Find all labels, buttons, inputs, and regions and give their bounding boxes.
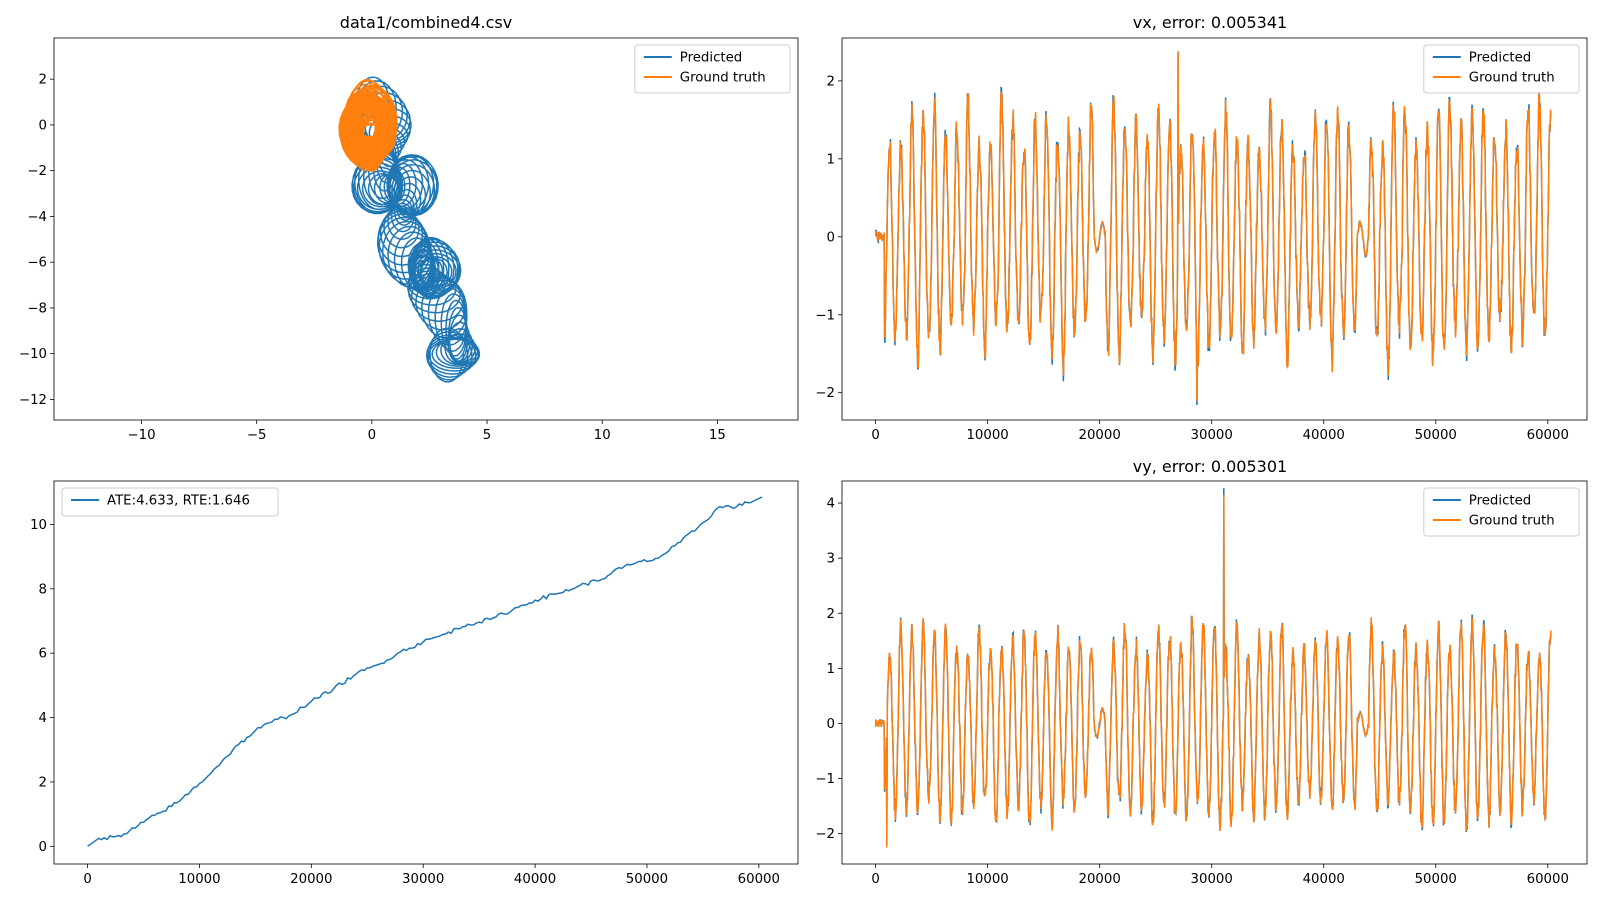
trajectory-axes-frame: [53, 37, 799, 421]
ate-line: [87, 496, 763, 847]
vx-legend: Predicted Ground truth: [1423, 44, 1580, 94]
vy-xtick-label: 20000: [1079, 872, 1121, 887]
trajectory-legend-label: Ground truth: [680, 71, 766, 86]
trajectory-xtick-label: 10: [594, 428, 611, 443]
ate-xtick-label: 10000: [178, 872, 220, 887]
ate-ytick-label: 2: [39, 775, 47, 790]
vy-ticks: 0 10000 20000 30000 40000 50000 60000 4 3 2 1 0 −1 −2: [815, 497, 1569, 887]
trajectory-xtick-label: 5: [483, 428, 491, 443]
vy-ytick-label: 2: [827, 607, 835, 622]
trajectory-ytick-label: −10: [19, 347, 47, 362]
ate-ytick-label: 0: [39, 840, 47, 855]
ate-xtick-label: 30000: [402, 872, 444, 887]
trajectory-ytick-label: −8: [27, 301, 47, 316]
vx-axes-frame: [841, 37, 1588, 421]
trajectory-title: data1/combined4.csv: [340, 13, 512, 32]
vy-legend-label: Ground truth: [1469, 514, 1555, 529]
vx-xtick-label: 30000: [1191, 428, 1233, 443]
ate-xtick-label: 50000: [626, 872, 668, 887]
vy-legend: Predicted Ground truth: [1423, 487, 1580, 537]
ate-legend-frame: [61, 487, 279, 517]
ground-truth-trajectory-line: [338, 78, 398, 172]
vx-plot: vx, error: 0.005341 0 10000 20000 30000 4000…: [815, 13, 1588, 443]
ate-xtick-label: 40000: [514, 872, 556, 887]
vx-legend-frame: [1423, 44, 1580, 94]
vy-ytick-label: 3: [827, 552, 835, 567]
trajectory-ytick-label: 2: [39, 73, 47, 88]
vx-xtick-label: 10000: [966, 428, 1008, 443]
vy-plot: vy, error: 0.005301 0 10000 20000 30000 4000…: [815, 457, 1588, 887]
ate-plot: 0 10000 20000 30000 40000 50000 60000 0 2 4 6 8 10 A…: [30, 480, 799, 887]
ate-xtick-label: 20000: [290, 872, 332, 887]
vy-xtick-label: 30000: [1191, 872, 1233, 887]
trajectory-legend-frame: [634, 44, 791, 94]
vx-ytick-label: 1: [827, 152, 835, 167]
trajectory-ytick-label: −4: [27, 210, 47, 225]
vx-ytick-label: 2: [827, 74, 835, 89]
ate-axes-frame: [53, 480, 799, 865]
vx-xtick-label: 40000: [1303, 428, 1345, 443]
vy-axes-frame: [841, 480, 1588, 865]
vy-xtick-label: 50000: [1415, 872, 1457, 887]
vx-ytick-label: 0: [827, 230, 835, 245]
vy-title: vy, error: 0.005301: [1133, 457, 1287, 476]
trajectory-ytick-label: 0: [39, 118, 47, 133]
trajectory-ytick-label: −2: [27, 164, 47, 179]
vy-legend-label: Predicted: [1469, 494, 1531, 509]
trajectory-xtick-label: 15: [709, 428, 726, 443]
vy-xtick-label: 0: [871, 872, 879, 887]
ate-legend-label: ATE:4.633, RTE:1.646: [107, 494, 250, 509]
trajectory-ytick-label: −12: [19, 393, 47, 408]
vy-legend-frame: [1423, 487, 1580, 537]
vx-ytick-label: −2: [815, 386, 835, 401]
vx-title: vx, error: 0.005341: [1133, 13, 1287, 32]
vy-xtick-label: 40000: [1303, 872, 1345, 887]
ate-ytick-label: 6: [39, 647, 47, 662]
ate-legend: ATE:4.633, RTE:1.646: [61, 487, 279, 517]
vx-xtick-label: 0: [871, 428, 879, 443]
vy-ytick-label: 1: [827, 662, 835, 677]
trajectory-xtick-label: 0: [368, 428, 376, 443]
vy-ytick-label: −2: [815, 827, 835, 842]
vy-ytick-label: 0: [827, 717, 835, 732]
predicted-trajectory-line: [351, 76, 481, 383]
trajectory-legend-label: Predicted: [680, 51, 742, 66]
trajectory-xtick-label: −5: [247, 428, 267, 443]
vy-xtick-label: 60000: [1527, 872, 1569, 887]
vx-xtick-label: 20000: [1079, 428, 1121, 443]
vy-lines: [874, 488, 1552, 848]
vx-ticks: 0 10000 20000 30000 40000 50000 60000 2 1 0 −1 −2: [815, 74, 1569, 443]
vy-xtick-label: 10000: [966, 872, 1008, 887]
vy-ytick-label: −1: [815, 772, 835, 787]
vy-ytick-label: 4: [827, 497, 835, 512]
ate-ytick-label: 4: [39, 711, 47, 726]
trajectory-xtick-label: −10: [127, 428, 155, 443]
ate-xtick-label: 60000: [738, 872, 780, 887]
ate-ytick-label: 10: [30, 518, 47, 533]
vy-ground-truth-line: [874, 494, 1552, 848]
vx-ytick-label: −1: [815, 308, 835, 323]
trajectory-legend: Predicted Ground truth: [634, 44, 791, 94]
trajectory-lines: [338, 76, 481, 383]
vx-legend-label: Predicted: [1469, 51, 1531, 66]
vx-ground-truth-line: [874, 51, 1552, 401]
ate-ytick-label: 8: [39, 582, 47, 597]
trajectory-ytick-label: −6: [27, 256, 47, 271]
ate-xtick-label: 0: [83, 872, 91, 887]
trajectory-plot: data1/combined4.csv −10 −5 0 5 10 1520−2−4−6−…: [19, 13, 799, 443]
vx-lines: [874, 51, 1552, 406]
ate-lines: [87, 496, 763, 847]
vx-legend-label: Ground truth: [1469, 71, 1555, 86]
vx-xtick-label: 50000: [1415, 428, 1457, 443]
vx-xtick-label: 60000: [1527, 428, 1569, 443]
ate-ticks: 0 10000 20000 30000 40000 50000 60000 0 2 4 6 8 10: [30, 518, 780, 887]
